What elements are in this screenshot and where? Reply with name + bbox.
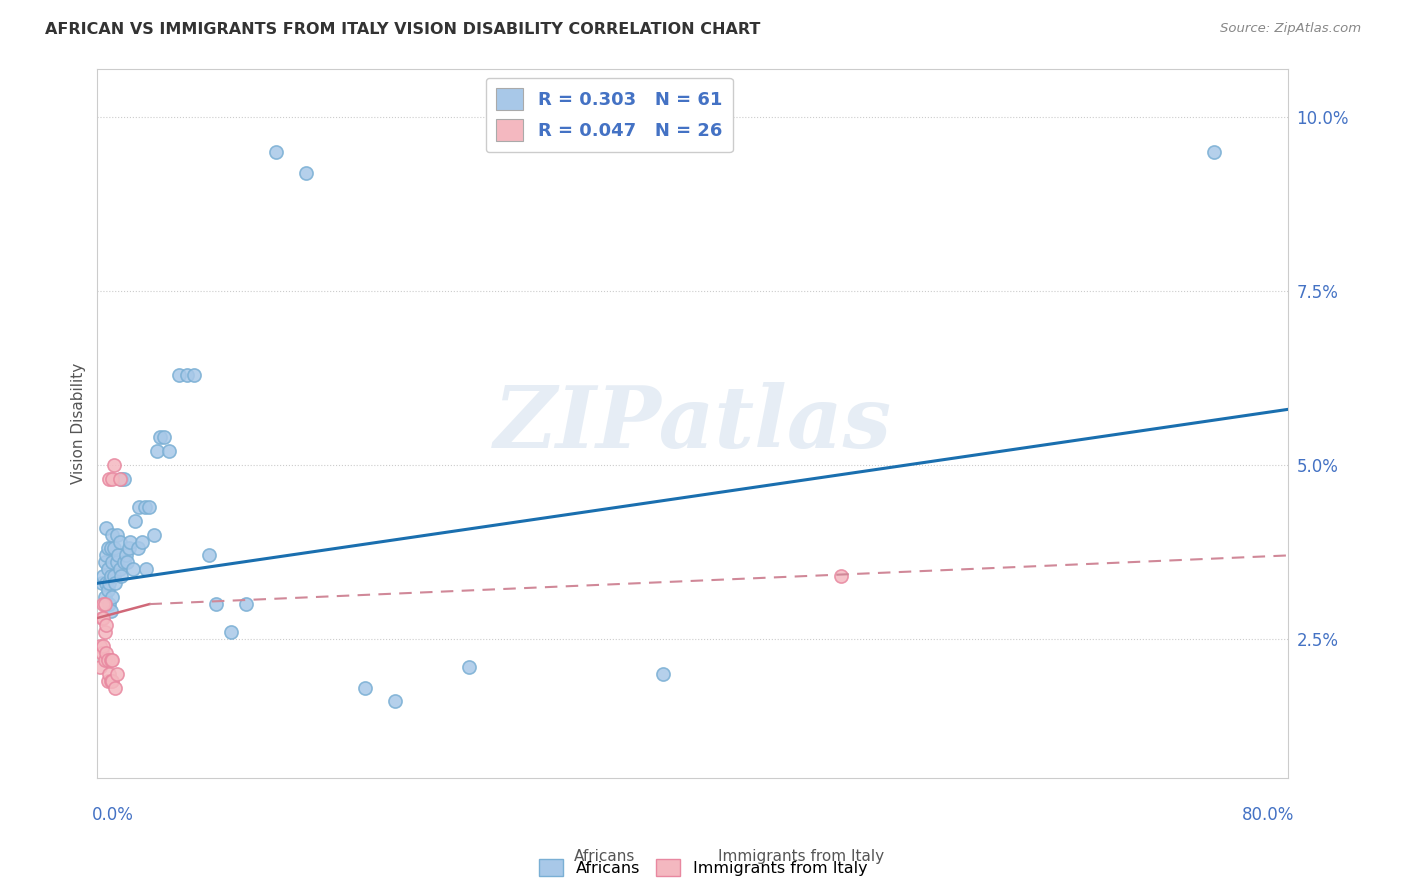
Text: ZIPatlas: ZIPatlas <box>494 382 891 465</box>
Point <box>458 659 481 673</box>
Point <box>294 166 316 180</box>
Legend: R = 0.303   N = 61, R = 0.047   N = 26: R = 0.303 N = 61, R = 0.047 N = 26 <box>485 78 733 153</box>
Point <box>120 534 142 549</box>
Point <box>96 576 118 591</box>
Point <box>131 534 153 549</box>
Point <box>128 500 150 514</box>
Point <box>100 673 122 688</box>
Point <box>183 368 205 382</box>
Point <box>142 527 165 541</box>
Point <box>107 549 129 563</box>
Point <box>138 500 160 514</box>
Point <box>167 368 190 382</box>
Point <box>149 430 172 444</box>
Point <box>1202 145 1225 159</box>
Point <box>153 430 176 444</box>
Point <box>100 541 122 556</box>
Point <box>97 673 120 688</box>
Point <box>96 520 118 534</box>
Point <box>94 624 117 639</box>
Point <box>110 569 132 583</box>
Point <box>384 694 406 708</box>
Point <box>97 562 120 576</box>
Point <box>124 514 146 528</box>
Point <box>104 576 127 591</box>
Point <box>90 611 112 625</box>
Point <box>264 145 287 159</box>
Point <box>104 681 127 695</box>
Point <box>115 555 138 569</box>
Point <box>117 541 139 556</box>
Point <box>101 590 124 604</box>
Point <box>91 639 114 653</box>
Point <box>135 562 157 576</box>
Point <box>157 444 180 458</box>
Point <box>112 555 135 569</box>
Point <box>94 590 117 604</box>
Point <box>94 597 117 611</box>
Point <box>198 549 221 563</box>
Point <box>101 653 124 667</box>
Point <box>94 653 117 667</box>
Point <box>96 618 118 632</box>
Point <box>94 555 117 569</box>
Point <box>90 576 112 591</box>
Point <box>108 534 131 549</box>
Text: Africans: Africans <box>574 849 636 863</box>
Point <box>134 500 156 514</box>
Point <box>103 458 125 472</box>
Point <box>105 527 128 541</box>
Point <box>103 569 125 583</box>
Point <box>114 549 136 563</box>
Point <box>122 562 145 576</box>
Point <box>97 583 120 598</box>
Legend: Africans, Immigrants from Italy: Africans, Immigrants from Italy <box>531 852 875 884</box>
Text: Source: ZipAtlas.com: Source: ZipAtlas.com <box>1220 22 1361 36</box>
Point <box>108 562 131 576</box>
Point <box>98 576 121 591</box>
Point <box>98 472 121 486</box>
Point <box>98 666 121 681</box>
Point <box>101 527 124 541</box>
Point <box>205 597 228 611</box>
Point <box>96 646 118 660</box>
Point <box>89 639 111 653</box>
Point <box>97 653 120 667</box>
Point <box>89 659 111 673</box>
Point <box>100 569 122 583</box>
Point <box>108 472 131 486</box>
Text: AFRICAN VS IMMIGRANTS FROM ITALY VISION DISABILITY CORRELATION CHART: AFRICAN VS IMMIGRANTS FROM ITALY VISION … <box>45 22 761 37</box>
Point <box>354 681 377 695</box>
Point <box>91 569 114 583</box>
Point <box>100 604 122 618</box>
Point <box>127 541 149 556</box>
Point <box>105 555 128 569</box>
Point <box>90 646 112 660</box>
Point <box>651 666 673 681</box>
Text: Immigrants from Italy: Immigrants from Italy <box>718 849 884 863</box>
Point <box>146 444 169 458</box>
Y-axis label: Vision Disability: Vision Disability <box>72 363 86 483</box>
Point <box>235 597 257 611</box>
Point <box>96 549 118 563</box>
Point <box>91 611 114 625</box>
Point <box>110 472 132 486</box>
Point <box>176 368 198 382</box>
Point <box>101 555 124 569</box>
Point <box>98 597 121 611</box>
Point <box>112 472 135 486</box>
Point <box>221 624 243 639</box>
Point <box>100 653 122 667</box>
Point <box>101 472 124 486</box>
Point <box>103 541 125 556</box>
Text: 80.0%: 80.0% <box>1241 806 1294 824</box>
Point <box>101 673 124 688</box>
Text: 0.0%: 0.0% <box>91 806 134 824</box>
Point <box>91 597 114 611</box>
Point <box>97 541 120 556</box>
Point <box>831 569 853 583</box>
Point <box>105 666 128 681</box>
